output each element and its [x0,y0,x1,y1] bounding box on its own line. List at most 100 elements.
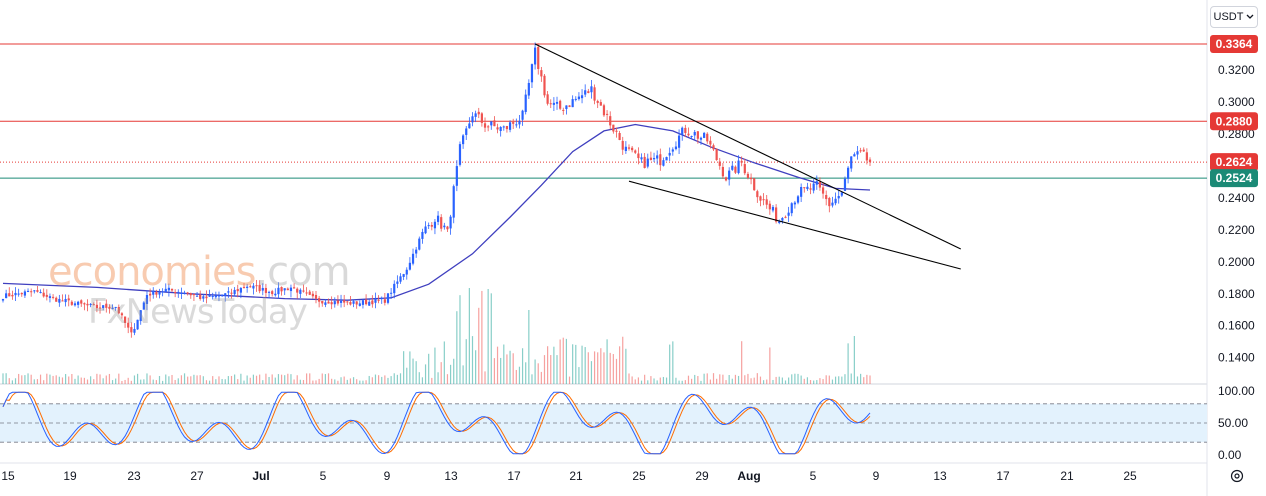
time-tick-label: 15 [1,469,15,483]
candle-body [39,291,42,294]
candle-body [643,156,646,168]
volume-bar [490,293,492,384]
candle-body [821,187,825,194]
volume-bar [143,379,145,384]
candle-body [637,153,640,159]
candle-body [111,307,114,310]
candle-body [631,147,634,151]
volume-bar [806,377,809,384]
candle-body [20,292,23,295]
volume-bar [609,352,611,384]
candle-body [242,286,246,288]
volume-bar [277,374,280,384]
candle-body [155,292,158,295]
volume-bar [587,352,589,384]
candle-body [706,133,709,142]
candle-body [177,291,180,293]
volume-bar [456,311,458,384]
price-tags: 0.3364 0.2880 0.2624 0.2524 [1210,34,1258,188]
currency-selector[interactable]: USDT [1210,6,1258,28]
candle-body [352,301,355,304]
volume-bar [343,376,345,384]
volume-bar [14,378,17,384]
candle-body [803,187,806,189]
candle-body [321,300,324,304]
candle-body [421,231,424,239]
volume-bar [468,288,470,384]
volume-bar [556,355,558,384]
volume-bar [130,380,132,384]
volume-bar [255,375,258,384]
candle-body [815,181,818,185]
moving-average [2,123,871,301]
candle-body [734,166,737,173]
candle-body [740,160,743,163]
price-tick-label: 0.1800 [1218,287,1255,301]
candle-body [117,306,120,314]
volume-bar [484,371,486,384]
candle-body [95,304,98,309]
candle-body [690,136,693,138]
candle-body [784,216,787,218]
candle-body [778,221,781,224]
candle-body [36,290,39,292]
volume-bar [280,374,283,384]
settings-button[interactable] [1227,466,1247,486]
candle-body [487,126,490,128]
chevron-down-icon [1247,14,1254,19]
time-tick-label: 25 [1123,469,1137,483]
volume-bar [756,373,758,384]
volume-bar [766,379,768,384]
candle-body [236,289,239,292]
volume-bar [36,379,39,384]
time-axis[interactable]: 15 19 23 27 Jul 5 9 13 17 21 25 29 Aug 5 9 13 17 21 25 [1,469,1137,483]
candle-body [299,289,302,294]
volume-bar [155,380,157,384]
volume-bar [146,373,148,384]
candle-body [796,196,800,203]
volume-bar [625,348,627,384]
volume-bar [550,355,552,384]
trendline [534,43,962,250]
candle-body [393,283,396,294]
candle-body [440,217,443,229]
time-tick-label: 17 [996,469,1010,483]
candle-body [214,295,217,298]
volume-bar [18,373,20,384]
volume-bar [659,377,661,384]
candle-body [45,294,48,297]
candle-body [634,150,637,153]
volume-bar [656,380,658,384]
time-tick-label: 13 [444,469,458,483]
volume-bar [243,380,245,384]
volume-bar [753,377,755,384]
candle-body [252,285,255,289]
volume-bar [234,374,236,384]
stochastic-panel [0,391,1207,455]
candle-body [14,292,17,296]
volume-bar [58,376,60,384]
volume-bar [465,339,467,384]
volume-bar [700,380,702,384]
gear-icon [1230,469,1244,483]
volume-bar [431,377,433,384]
volume-bar [650,376,652,384]
volume-bar [662,376,665,384]
volume-bar [506,354,508,384]
candle-body [668,152,671,156]
candle-body [202,296,205,299]
volume-bar [678,380,680,384]
volume-bar [393,373,395,384]
volume-bar [800,375,802,384]
candle-body [33,290,36,292]
volume-bar [327,373,330,384]
volume-bar [387,377,389,384]
volume-bar [415,361,417,384]
candle-body [343,300,346,303]
candle-body [724,177,728,181]
volume-bar [111,380,114,384]
price-axis[interactable]: 0.34000.32000.30000.28000.26000.24000.22… [1218,38,1255,365]
volume-bar [199,375,201,384]
candle-body [427,225,430,227]
